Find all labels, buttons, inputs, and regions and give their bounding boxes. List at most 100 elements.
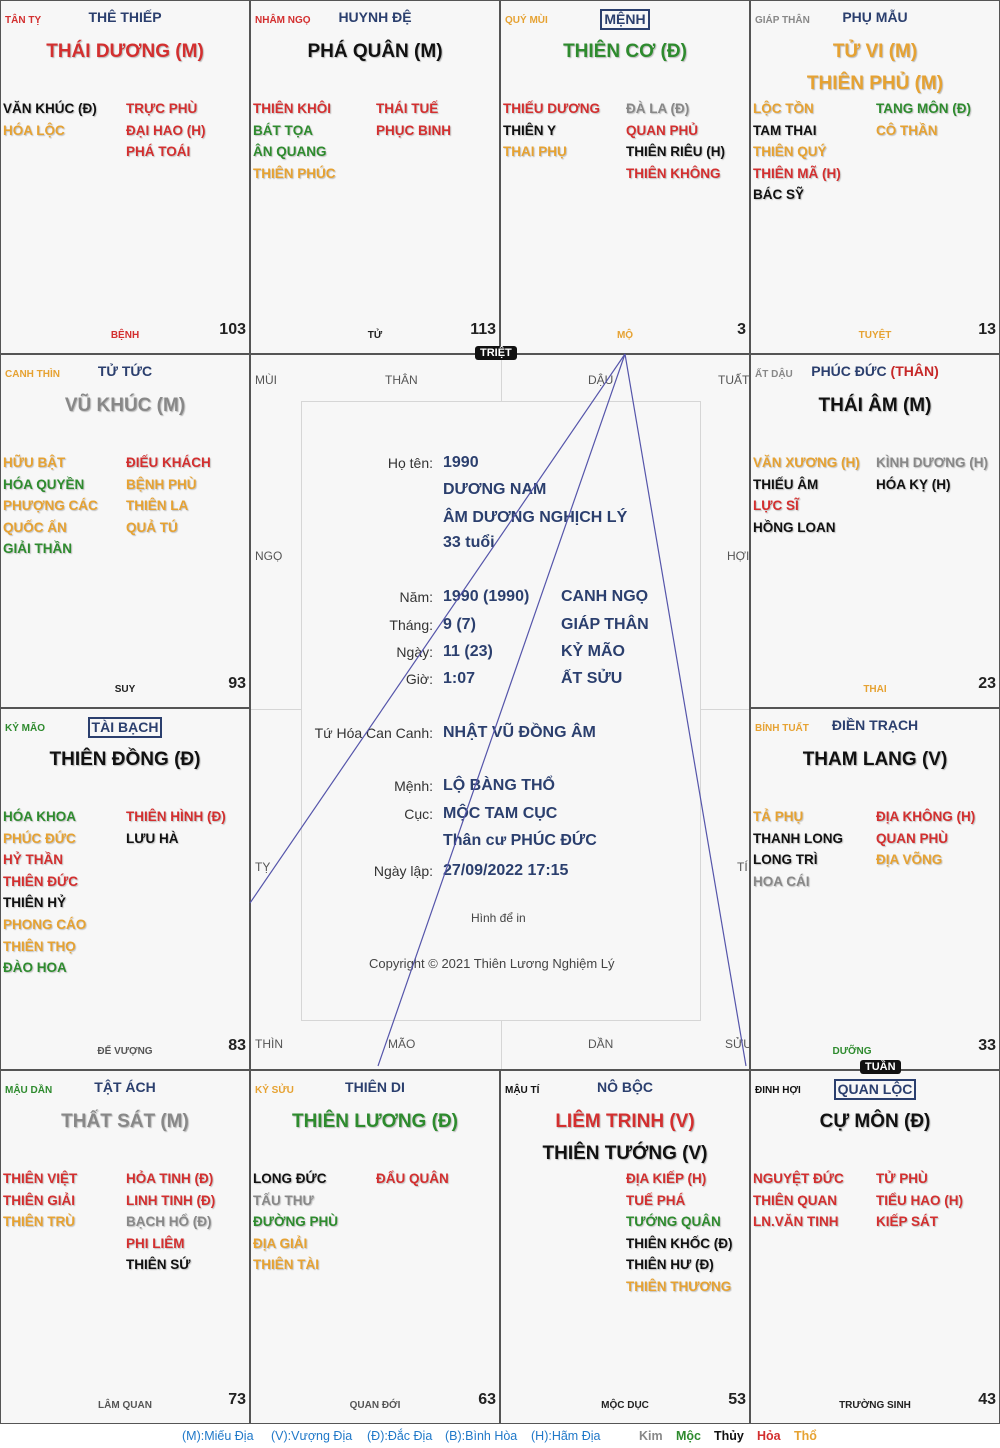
main-star: THÁI DƯƠNG (M): [46, 41, 204, 62]
star: THIẾU DƯƠNG: [503, 101, 600, 116]
star: QUẢ TÚ: [126, 519, 178, 535]
palace-label: TẬT ÁCH: [94, 1079, 156, 1095]
star: THIÊN QUAN: [753, 1192, 837, 1208]
star: TRỰC PHÙ: [126, 101, 198, 116]
center-info-panel: MÙI THÂN DẬU TUẤT NGỌ TỴ HỢI TÍ THÌN MÃO…: [250, 354, 752, 1070]
stars-left: LONG ĐỨC TẤU THƯ ĐƯỜNG PHÙ ĐỊA GIẢI THIÊ…: [253, 1168, 338, 1276]
dai-han-number: 83: [228, 1037, 246, 1054]
star: NGUYỆT ĐỨC: [753, 1171, 844, 1186]
border-label: SỬU: [725, 1037, 752, 1051]
cell-dau[interactable]: ẤT DẬU PHÚC ĐỨC (THÂN) THÁI ÂM (M) VĂN X…: [750, 354, 1000, 708]
legend-kim: Kim: [639, 1429, 663, 1443]
palace-name: TÀI BẠCH: [1, 717, 249, 738]
gender-value: DƯƠNG NAM: [443, 481, 547, 498]
border-label: MÃO: [388, 1037, 416, 1051]
star: HỒNG LOAN: [753, 519, 836, 535]
triet-tag: TRIỆT: [475, 346, 517, 360]
star: ĐẨU QUÂN: [376, 1171, 449, 1186]
label-cuc: Cục:: [404, 806, 433, 822]
can-chi: QUÝ MÙI: [505, 15, 548, 26]
thang-can-chi: GIÁP THÂN: [561, 616, 649, 633]
star: THIÊN KHÔI: [253, 101, 332, 116]
border-label: DẦN: [588, 1037, 614, 1051]
star: HỎA TINH (Đ): [126, 1171, 214, 1186]
star: THIÊN HỶ: [3, 895, 67, 911]
palace-label: QUAN LỘC: [833, 1079, 917, 1100]
label-tu-hoa: Tứ Hóa Can Canh:: [314, 725, 433, 741]
star: ĐỊA KIẾP (H): [626, 1171, 707, 1186]
truong-sinh: MỘC DỤC: [601, 1400, 649, 1411]
label-menh: Mệnh:: [394, 778, 433, 794]
star: THIÊN HÌNH (Đ): [126, 809, 226, 824]
star: TẢ PHỤ: [753, 809, 804, 824]
star: THIÊN VIỆT: [3, 1171, 78, 1186]
star: PHÁ TOÁI: [126, 144, 191, 160]
can-chi: BÍNH TUẤT: [755, 723, 809, 734]
main-star: THẤT SÁT (M): [61, 1111, 189, 1132]
star: BẠCH HỔ (Đ): [126, 1214, 212, 1230]
label-ho-ten: Họ tên:: [387, 455, 433, 471]
palace-name: PHÚC ĐỨC (THÂN): [751, 363, 999, 379]
border-label: THÂN: [385, 373, 418, 387]
stars-left: VĂN XƯƠNG (H) THIẾU ÂM LỰC SĨ HỒNG LOAN: [753, 452, 860, 538]
star: TẤU THƯ: [253, 1192, 314, 1208]
star: TAM THAI: [753, 122, 817, 138]
main-star: PHÁ QUÂN (M): [307, 41, 443, 62]
cell-thin[interactable]: CANH THÌN TỬ TỨC VŨ KHÚC (M) HỮU BẬT HÓA…: [0, 354, 250, 708]
star: LONG ĐỨC: [253, 1171, 327, 1186]
palace-label: NÔ BỘC: [597, 1079, 653, 1095]
cell-suu[interactable]: KỶ SỬU THIÊN DI THIÊN LƯƠNG (Đ) LONG ĐỨC…: [250, 1070, 500, 1424]
star: THANH LONG: [753, 830, 843, 846]
ngay-value: 11 (23): [443, 643, 493, 660]
palace-name: NÔ BỘC: [501, 1079, 749, 1095]
palace-name: HUYNH ĐỆ: [251, 9, 499, 25]
palace-name: QUAN LỘC: [751, 1079, 999, 1100]
dai-han-number: 93: [228, 675, 246, 692]
star: LONG TRÌ: [753, 852, 818, 868]
stars-right: ĐÀ LA (Đ) QUAN PHỦ THIÊN RIÊU (H) THIÊN …: [626, 98, 725, 184]
truong-sinh: ĐẾ VƯỢNG: [97, 1046, 153, 1057]
cell-ty[interactable]: TÂN TỴ THÊ THIẾP THÁI DƯƠNG (M) VĂN KHÚC…: [0, 0, 250, 354]
legend-hoa: Hỏa: [757, 1429, 781, 1443]
can-chi: KỶ SỬU: [255, 1085, 294, 1096]
stars-left: NGUYỆT ĐỨC THIÊN QUAN LN.VĂN TINH: [753, 1168, 844, 1233]
label-nam: Năm:: [399, 589, 433, 605]
nam-can-chi: CANH NGỌ: [561, 588, 649, 605]
truong-sinh: DƯỠNG: [832, 1046, 872, 1057]
label-ngay: Ngày:: [396, 644, 433, 660]
nam-value: 1990 (1990): [443, 588, 530, 605]
cell-than[interactable]: GIÁP THÂN PHỤ MẪU TỬ VI (M) THIÊN PHỦ (M…: [750, 0, 1000, 354]
palace-name: TỬ TỨC: [1, 363, 249, 379]
star: QUAN PHÙ: [876, 830, 949, 846]
palace-label: PHÚC ĐỨC: [811, 363, 887, 379]
star: THIẾU ÂM: [753, 476, 819, 492]
cell-tuat[interactable]: BÍNH TUẤT ĐIỀN TRẠCH THAM LANG (V) TẢ PH…: [750, 708, 1000, 1070]
tu-hoa-value: NHẬT VŨ ĐỒNG ÂM: [443, 724, 596, 741]
palace-name: ĐIỀN TRẠCH: [751, 717, 999, 733]
am-duong-value: ÂM DƯƠNG NGHỊCH LÝ: [443, 509, 628, 526]
copyright: Copyright © 2021 Thiên Lương Nghiệm Lý: [369, 956, 615, 971]
stars-right: ĐẨU QUÂN: [376, 1168, 449, 1190]
stars-left: HỮU BẬT HÓA QUYỀN PHƯỢNG CÁC QUỐC ẤN GIẢ…: [3, 452, 98, 560]
dai-han-number: 53: [728, 1391, 746, 1408]
cell-mao[interactable]: KỶ MÃO TÀI BẠCH THIÊN ĐỒNG (Đ) HÓA KHOA …: [0, 708, 250, 1070]
cell-mui[interactable]: QUÝ MÙI MỆNH THIÊN CƠ (Đ) THIẾU DƯƠNG TH…: [500, 0, 750, 354]
palace-name: THÊ THIẾP: [1, 9, 249, 25]
star: HÓA QUYỀN: [3, 476, 85, 492]
print-link[interactable]: Hình để in: [471, 911, 526, 925]
truong-sinh: QUAN ĐỚI: [349, 1400, 401, 1411]
cell-ti[interactable]: MẬU TÍ NÔ BỘC LIÊM TRINH (V) THIÊN TƯỚNG…: [500, 1070, 750, 1424]
stars-right: TANG MÔN (Đ) CÔ THẦN: [876, 98, 971, 141]
can-chi: MẬU TÍ: [505, 1085, 540, 1096]
cell-hoi[interactable]: ĐINH HỢI QUAN LỘC CỰ MÔN (Đ) NGUYỆT ĐỨC …: [750, 1070, 1000, 1424]
star: PHI LIÊM: [126, 1235, 185, 1251]
star: THIÊN RIÊU (H): [626, 144, 725, 160]
cell-ngo[interactable]: NHÂM NGỌ HUYNH ĐỆ PHÁ QUÂN (M) THIÊN KHÔ…: [250, 0, 500, 354]
star: BÁC SỸ: [753, 187, 805, 203]
stars-left: THIẾU DƯƠNG THIÊN Y THAI PHỤ: [503, 98, 600, 163]
main-star: THIÊN LƯƠNG (Đ): [291, 1111, 458, 1132]
star: PHÚC ĐỨC: [3, 830, 76, 846]
cell-dan[interactable]: MẬU DẦN TẬT ÁCH THẤT SÁT (M) THIÊN VIỆT …: [0, 1070, 250, 1424]
star: THIÊN GIẢI: [3, 1192, 76, 1208]
